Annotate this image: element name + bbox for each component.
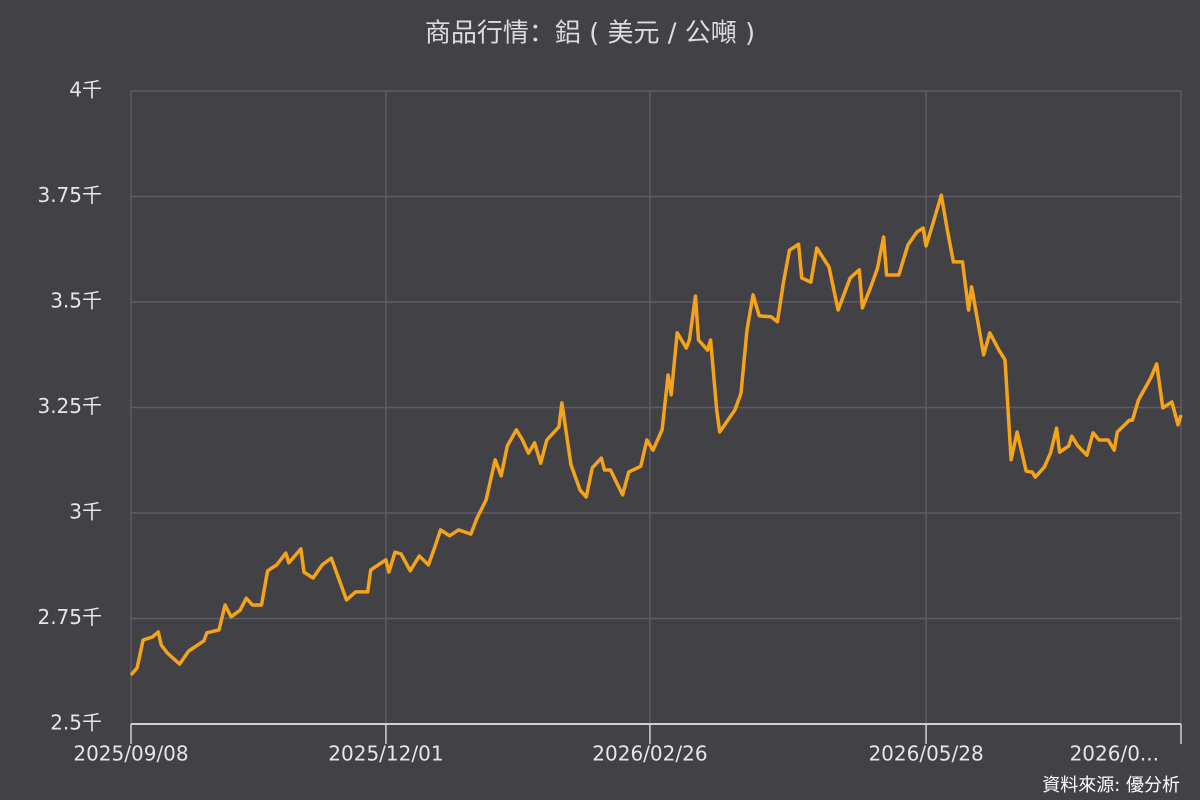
y-tick-label: 3.75千 <box>37 183 102 207</box>
x-tick-label: 2026/02/26 <box>592 742 707 766</box>
price-line <box>129 193 1183 677</box>
y-tick-label: 2.75千 <box>37 605 102 629</box>
y-tick-label: 4千 <box>69 78 102 102</box>
y-tick-label: 3.5千 <box>50 289 102 313</box>
x-tick-label: 2025/09/08 <box>73 742 188 766</box>
x-tick-label: 2026/0... <box>1070 742 1159 766</box>
x-tick-label: 2025/12/01 <box>328 742 443 766</box>
y-tick-label: 3.25千 <box>37 394 102 418</box>
y-tick-label: 2.5千 <box>50 711 102 735</box>
y-tick-label: 3千 <box>69 500 102 524</box>
source: 資料來源: 優分析 <box>1042 775 1180 796</box>
x-tick-label: 2026/05/28 <box>868 742 983 766</box>
chart-title: 商品行情：鋁 ( 美元 / 公噸 ) <box>425 19 755 49</box>
